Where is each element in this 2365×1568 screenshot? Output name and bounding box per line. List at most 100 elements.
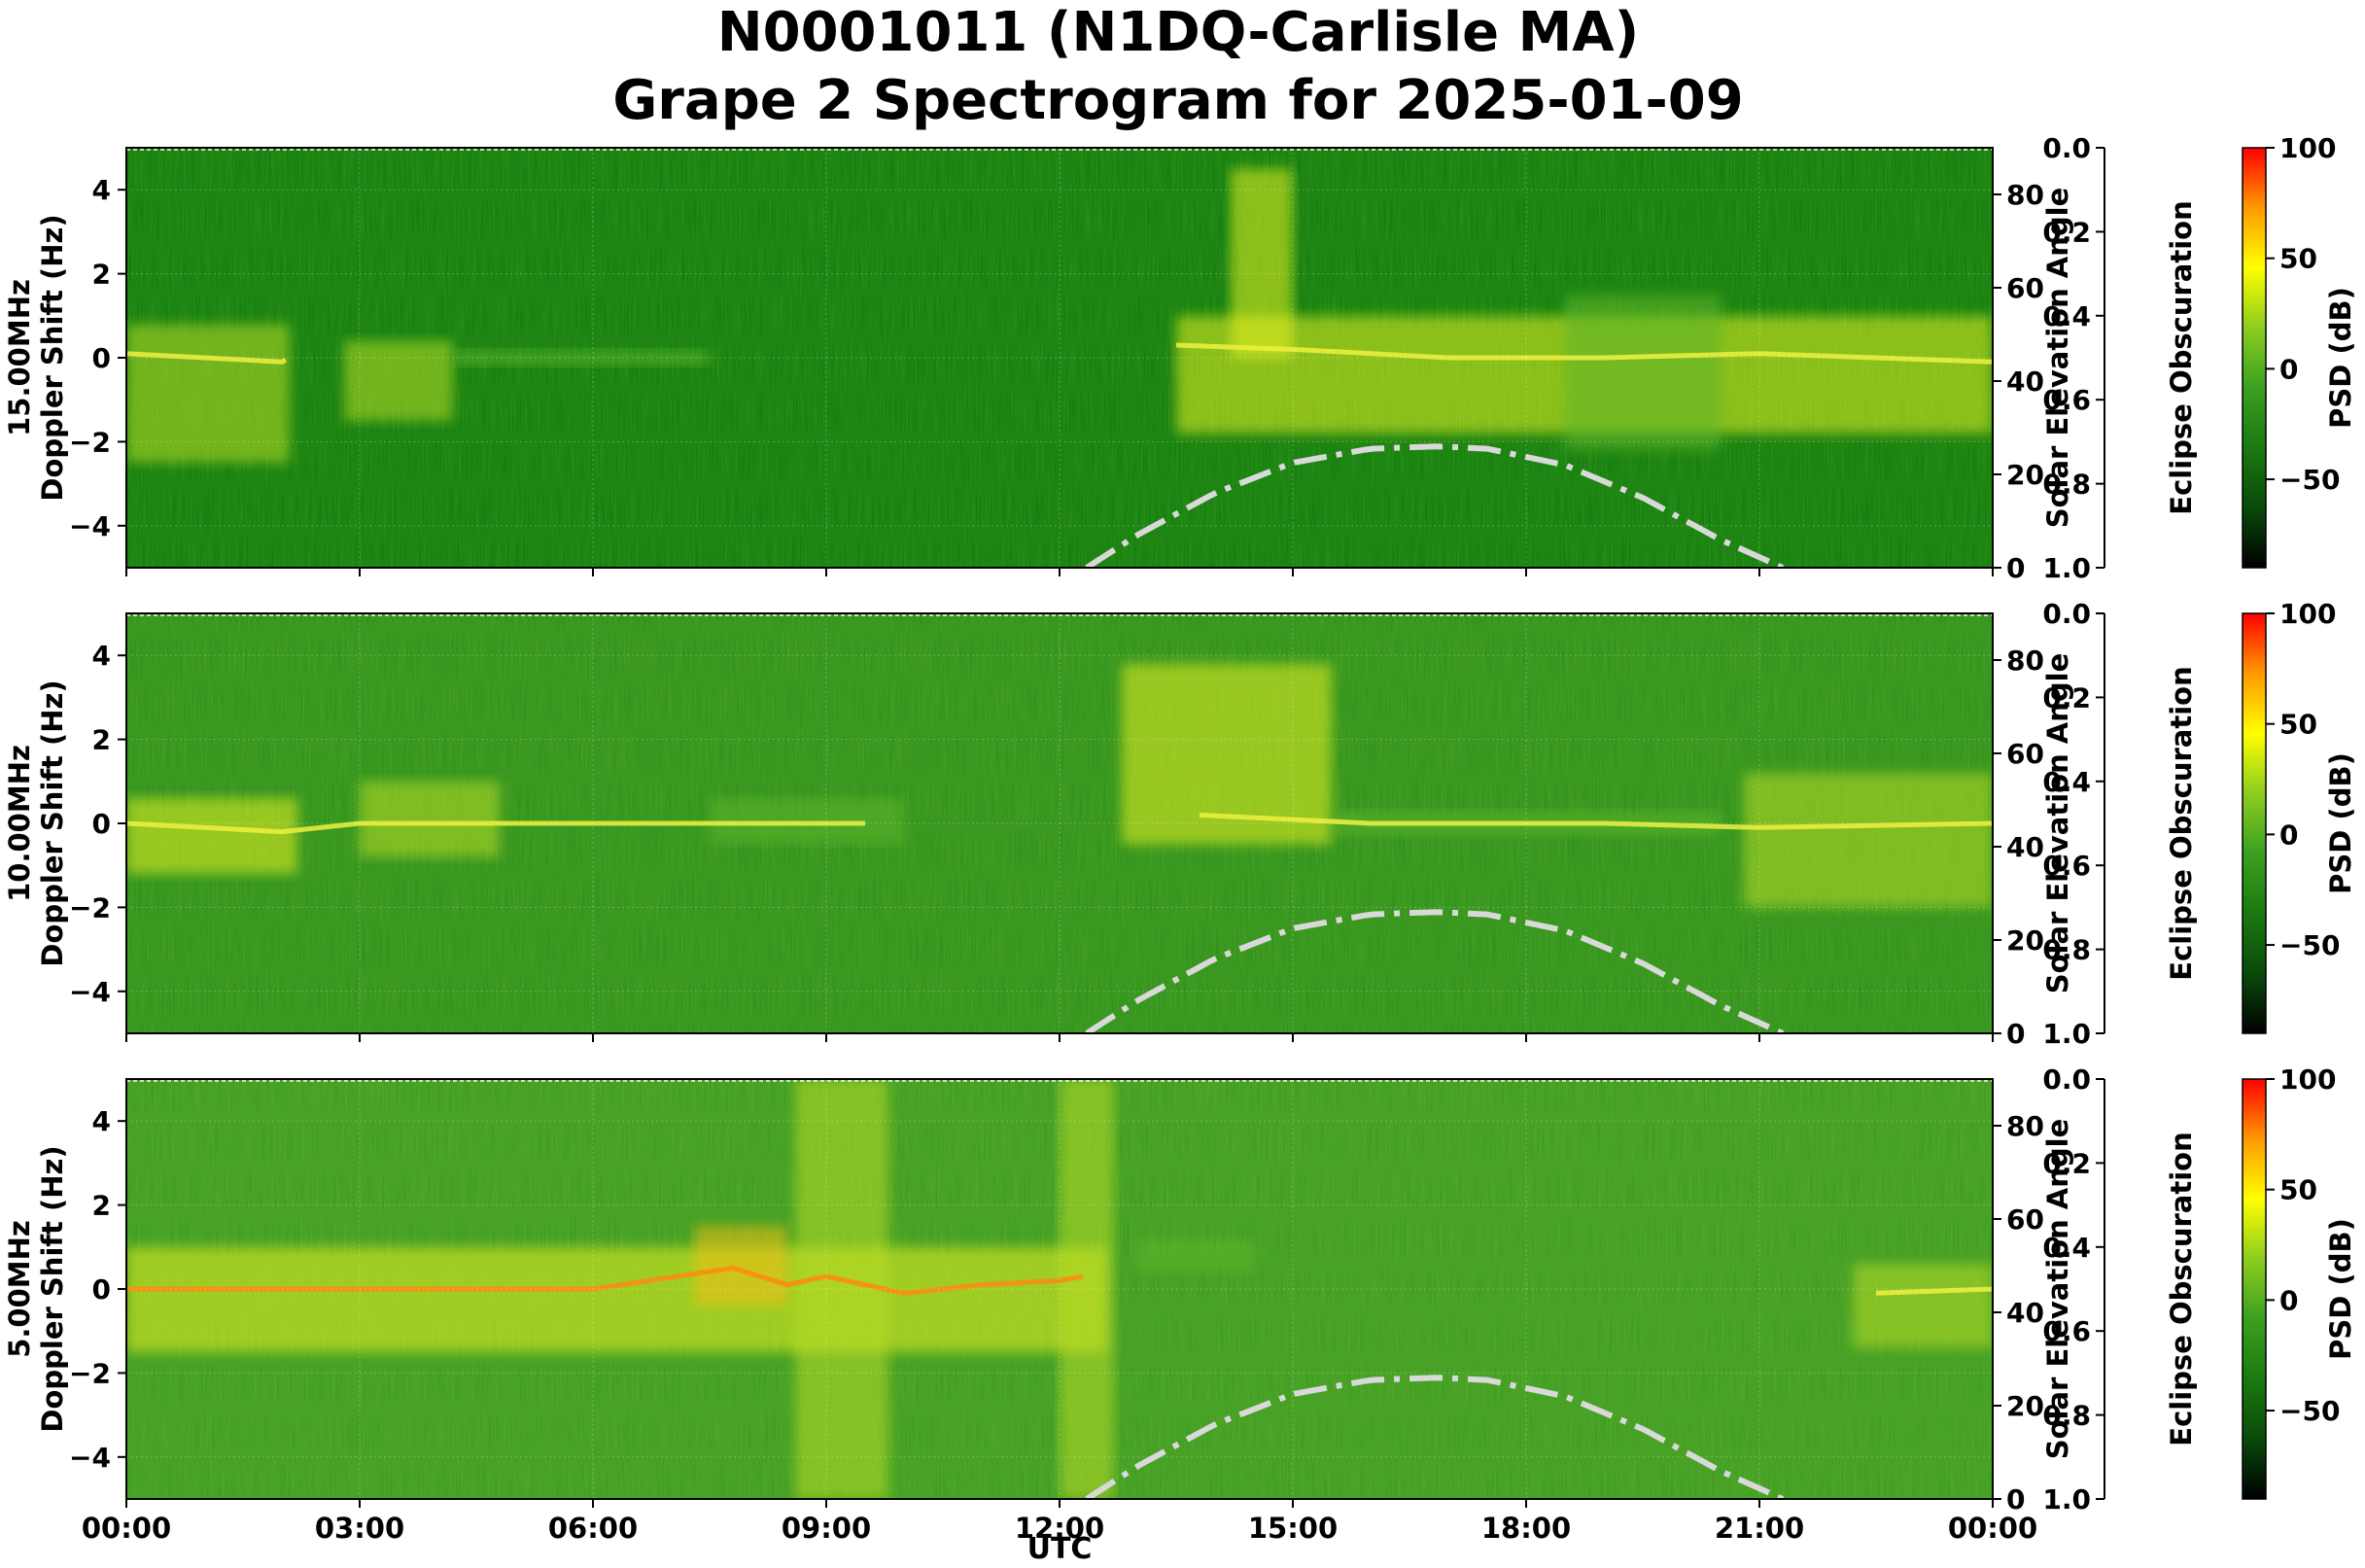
colorbar-tick-label-0: −50 [2279, 464, 2340, 496]
y2-tick-label-2: 20 [2006, 1390, 2044, 1422]
signal-region-2-5 [1853, 1264, 1993, 1348]
x-tick-label: 03:00 [315, 1512, 404, 1545]
carrier-trace-1-0 [126, 820, 865, 835]
colorbar-tick-label-2: 100 [2279, 1063, 2336, 1096]
carrier-trace-2-1 [1875, 1286, 1993, 1296]
carrier-trace-2-0 [126, 1265, 1084, 1296]
signal-region-1-1 [360, 781, 500, 857]
y3-axis-label-0: Eclipse Obscuration [2165, 200, 2198, 514]
y3-tick-label-2: 1.0 [2042, 1483, 2091, 1516]
signal-region-2-2 [694, 1226, 787, 1307]
signal-region-0-1 [344, 340, 453, 421]
y-tick-label-0: −4 [69, 510, 111, 542]
colorbar-tick-label-1: 100 [2279, 598, 2336, 630]
y2-tick-label-1: 40 [2006, 831, 2044, 863]
chart-title-line1: N0001011 (N1DQ-Carlisle MA) [717, 1, 1639, 64]
y2-tick-label-1: 60 [2006, 738, 2044, 770]
x-tick-label: 15:00 [1248, 1512, 1338, 1545]
signal-region-1-0 [126, 798, 297, 874]
y3-tick-label-2: 0.4 [2042, 1232, 2091, 1264]
colorbar-tick-label-1: −50 [2279, 929, 2340, 961]
signal-region-2-3 [1060, 1079, 1114, 1499]
solar-elevation-curve-2 [1085, 1375, 1785, 1499]
signal-region-2-4 [1137, 1238, 1254, 1272]
colorbar-tick-label-2: −50 [2279, 1395, 2340, 1427]
solar-elevation-curve-0 [1085, 443, 1785, 568]
y3-tick-label-0: 1.0 [2042, 552, 2091, 584]
y-tick-label-1: 2 [92, 724, 111, 756]
spectrogram-area-2 [126, 1079, 1993, 1499]
y2-axis-label-0: Solar Elevation Angle [2041, 188, 2074, 529]
colorbar-tick-label-0: 50 [2279, 243, 2317, 275]
colorbar-tick-label-1: 50 [2279, 709, 2317, 741]
y2-tick-label-1: 80 [2006, 645, 2044, 677]
y3-tick-label-1: 0.0 [2042, 598, 2091, 630]
x-tick-label: 00:00 [82, 1512, 171, 1545]
signal-region-2-0 [126, 1246, 1106, 1352]
x-axis-label: UTC [1027, 1532, 1093, 1566]
y3-axis-label-2: Eclipse Obscuration [2165, 1132, 2198, 1446]
y-tick-label-2: 0 [92, 1273, 111, 1306]
colorbar-0 [2242, 147, 2267, 569]
signal-region-0-5 [1565, 295, 1721, 451]
signal-region-1-5 [1744, 773, 1993, 908]
y-axis-label-doppler-2: Doppler Shift (Hz) [36, 1145, 69, 1432]
y-axis-label-freq-1: 10.00MHz [3, 745, 36, 902]
y2-tick-label-1: 0 [2006, 1018, 2025, 1050]
panel-2: 420−2−45.00MHz Doppler Shift (Hz)80604020… [3, 1063, 2357, 1545]
y-tick-label-0: −2 [69, 426, 111, 458]
x-tick-label: 12:00 [1015, 1512, 1104, 1545]
colorbar-tick-label-0: 100 [2279, 132, 2336, 164]
y2-tick-label-2: 0 [2006, 1483, 2025, 1516]
colorbar-2 [2242, 1078, 2267, 1500]
carrier-trace-0-0 [126, 351, 288, 365]
y3-tick-label-1: 0.4 [2042, 766, 2091, 798]
y3-tick-label-0: 0.8 [2042, 469, 2091, 501]
x-tick-label: 18:00 [1481, 1512, 1571, 1545]
y2-tick-label-0: 0 [2006, 552, 2025, 584]
y-tick-label-1: −4 [69, 976, 111, 1008]
y3-tick-label-0: 0.2 [2042, 216, 2091, 248]
signal-region-0-4 [1231, 168, 1293, 358]
y-axis-label-freq-0: 15.00MHz [3, 279, 36, 436]
y2-tick-label-0: 80 [2006, 179, 2044, 211]
y-tick-label-1: −2 [69, 891, 111, 923]
y2-tick-label-0: 20 [2006, 459, 2044, 491]
y-tick-label-2: 2 [92, 1190, 111, 1222]
signal-region-0-0 [126, 324, 290, 463]
y-tick-label-0: 2 [92, 259, 111, 291]
y-tick-label-0: 4 [92, 174, 111, 206]
y2-axis-label-1: Solar Elevation Angle [2041, 653, 2074, 994]
colorbar-tick-label-2: 0 [2279, 1284, 2298, 1316]
colorbar-1 [2242, 612, 2267, 1034]
y3-tick-label-0: 0.0 [2042, 132, 2091, 164]
colorbar-label-1: PSD (dB) [2324, 752, 2357, 894]
y2-tick-label-0: 60 [2006, 272, 2044, 304]
chart-title-line2: Grape 2 Spectrogram for 2025-01-09 [612, 69, 1743, 132]
colorbar-tick-label-0: 0 [2279, 353, 2298, 385]
y-tick-label-2: 4 [92, 1105, 111, 1137]
y3-axis-label-1: Eclipse Obscuration [2165, 666, 2198, 980]
x-tick-label: 21:00 [1715, 1512, 1804, 1545]
y3-tick-label-1: 0.6 [2042, 850, 2091, 882]
colorbar-tick-label-1: 0 [2279, 819, 2298, 851]
y3-tick-label-1: 1.0 [2042, 1018, 2091, 1050]
panel-0: 420−2−415.00MHz Doppler Shift (Hz)8060402… [3, 132, 2357, 584]
y-axis-label-doppler-1: Doppler Shift (Hz) [36, 679, 69, 966]
y3-tick-label-2: 0.2 [2042, 1147, 2091, 1179]
carrier-trace-1-1 [1199, 812, 1993, 830]
spectrogram-area-0 [126, 148, 1993, 568]
y3-tick-label-2: 0.0 [2042, 1063, 2091, 1096]
colorbar-label-0: PSD (dB) [2324, 287, 2357, 429]
y2-tick-label-1: 20 [2006, 924, 2044, 957]
y3-tick-label-0: 0.4 [2042, 300, 2091, 332]
y2-tick-label-2: 80 [2006, 1110, 2044, 1142]
y2-tick-label-2: 40 [2006, 1297, 2044, 1329]
carrier-trace-0-1 [1175, 342, 1993, 365]
y3-tick-label-2: 0.6 [2042, 1315, 2091, 1347]
colorbar-label-2: PSD (dB) [2324, 1218, 2357, 1360]
x-tick-label: 00:00 [1948, 1512, 2037, 1545]
y2-tick-label-2: 60 [2006, 1203, 2044, 1236]
y3-tick-label-0: 0.6 [2042, 384, 2091, 416]
